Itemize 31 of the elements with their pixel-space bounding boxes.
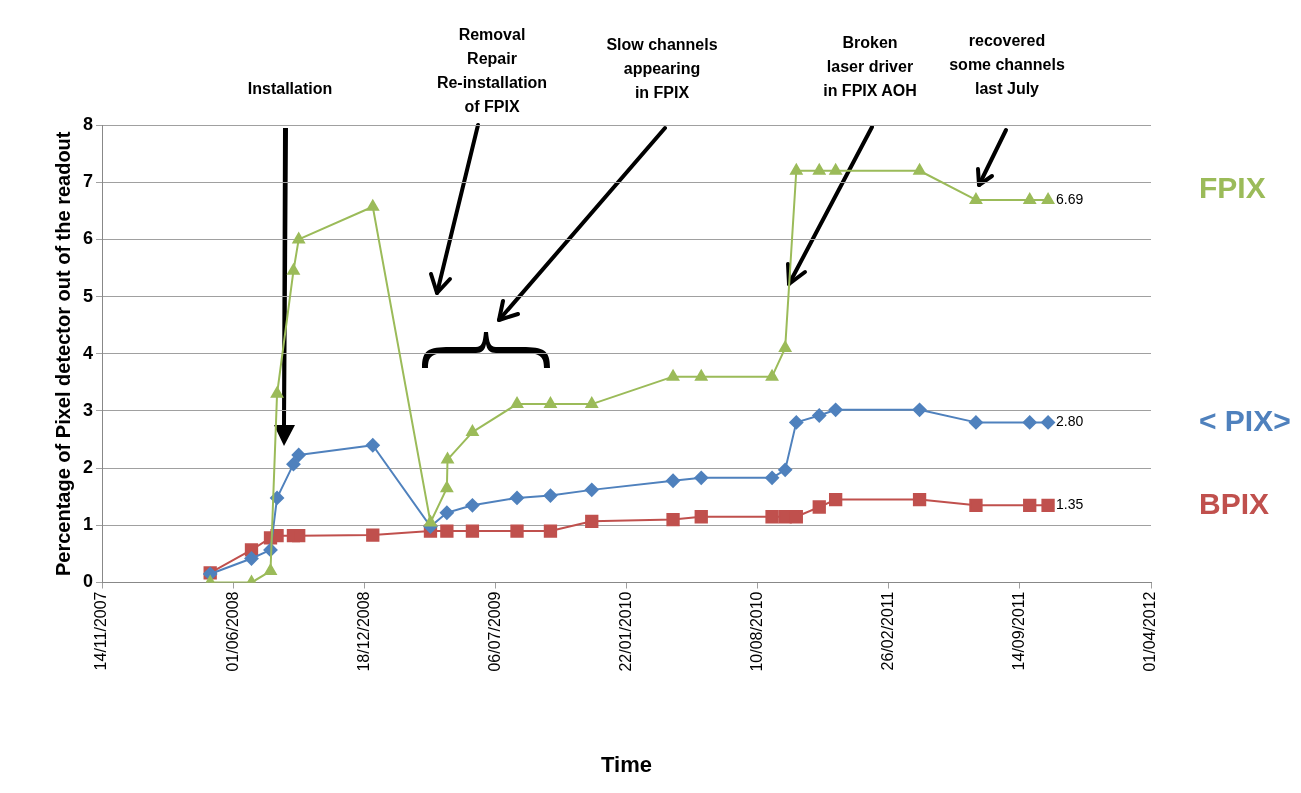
y-tick-label: 2 (83, 457, 94, 478)
text: Installation (247, 80, 333, 98)
text: recovered some channels last July (949, 32, 1065, 98)
y-axis-title: Percentage of Pixel detector out of the readout (51, 131, 74, 577)
y-tick-label: 7 (83, 171, 94, 192)
data-label: 6.69 (1056, 190, 1084, 207)
x-tick-label: 18/12/2008 (354, 591, 372, 672)
x-tick-label: 14/09/2011 (1010, 591, 1028, 671)
x-tick-label: 10/08/2010 (748, 591, 766, 672)
x-tick-label: 06/07/2009 (485, 591, 503, 672)
x-axis-title: Time (601, 751, 652, 777)
y-tick-label: 0 (83, 571, 94, 592)
y-tick-label: 5 (83, 285, 94, 306)
text: Removal Repair Re-installation of FPIX (436, 26, 548, 116)
x-tick-label: 01/06/2008 (223, 591, 241, 672)
x-tick-label: 26/02/2011 (879, 591, 897, 671)
data-label: 1.35 (1056, 496, 1084, 513)
y-tick-label: 8 (83, 113, 94, 134)
text: FPIX (1199, 171, 1266, 205)
y-tick-label: 4 (83, 342, 94, 363)
y-tick-label: 6 (83, 228, 94, 249)
x-tick-label: 14/11/2007 (92, 591, 110, 671)
x-tick-label: 22/01/2010 (616, 591, 634, 672)
data-label: 2.80 (1056, 413, 1084, 430)
text: Slow channels appearing in FPIX (606, 36, 718, 102)
text: BPIX (1199, 486, 1270, 520)
text: < PIX> (1199, 403, 1291, 437)
x-tick-label: 01/04/2012 (1141, 591, 1159, 672)
y-tick-label: 3 (83, 399, 94, 420)
y-tick-label: 1 (83, 514, 94, 535)
text: Broken laser driver in FPIX AOH (823, 34, 917, 100)
